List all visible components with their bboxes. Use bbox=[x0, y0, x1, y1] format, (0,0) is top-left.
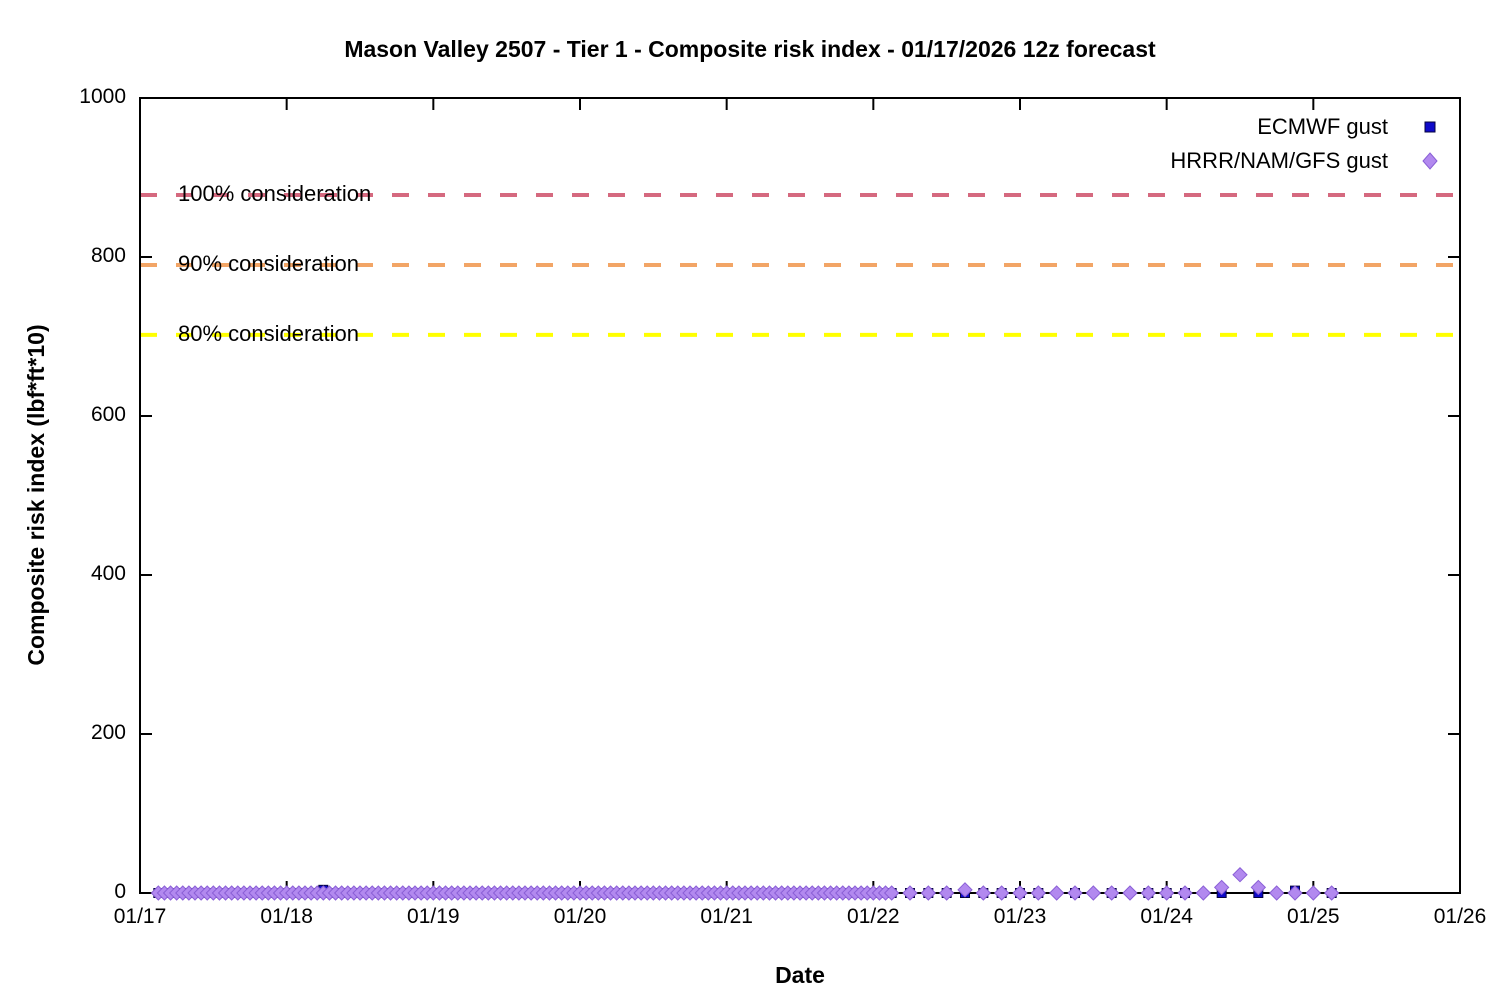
legend-label: HRRR/NAM/GFS gust bbox=[1170, 147, 1388, 173]
data-point-diamond bbox=[938, 885, 955, 901]
data-point-diamond bbox=[920, 885, 937, 901]
x-tick-label: 01/17 bbox=[113, 905, 167, 928]
x-tick-label: 01/23 bbox=[993, 905, 1047, 928]
data-point-diamond bbox=[1195, 885, 1212, 901]
data-point-diamond bbox=[883, 885, 900, 901]
data-point-diamond bbox=[1250, 879, 1267, 896]
x-tick-label: 01/25 bbox=[1287, 905, 1340, 928]
data-point-diamond bbox=[1030, 885, 1047, 901]
x-axis-label: Date bbox=[775, 962, 825, 988]
y-tick-label: 1000 bbox=[79, 85, 126, 108]
data-point-diamond bbox=[1232, 867, 1248, 883]
x-tick-label: 01/26 bbox=[1433, 905, 1487, 928]
legend-label: ECMWF gust bbox=[1257, 113, 1388, 139]
y-axis-label: Composite risk index (lbf*ft*10) bbox=[23, 324, 49, 666]
data-point-diamond bbox=[1122, 885, 1138, 901]
data-point-diamond bbox=[993, 885, 1010, 901]
data-point-diamond bbox=[1067, 885, 1083, 901]
y-tick-label: 0 bbox=[114, 880, 126, 903]
x-tick-label: 01/20 bbox=[553, 905, 607, 928]
x-tick-label: 01/21 bbox=[700, 905, 753, 928]
data-point-diamond bbox=[1140, 885, 1157, 901]
x-tick-label: 01/24 bbox=[1140, 905, 1193, 928]
data-point-diamond bbox=[1177, 885, 1193, 901]
data-point-diamond bbox=[1323, 885, 1340, 901]
threshold-label: 80% consideration bbox=[178, 320, 360, 346]
data-point-diamond bbox=[1158, 885, 1175, 901]
y-tick-label: 400 bbox=[90, 562, 126, 585]
data-point-diamond bbox=[1268, 885, 1285, 901]
x-tick-label: 01/18 bbox=[260, 905, 313, 928]
data-point-diamond bbox=[1012, 885, 1028, 901]
threshold-label: 100% consideration bbox=[178, 180, 372, 206]
diamond-marker-icon bbox=[1402, 149, 1458, 173]
chart-title: Mason Valley 2507 - Tier 1 - Composite r… bbox=[344, 36, 1156, 62]
y-tick-label: 200 bbox=[90, 721, 126, 744]
y-tick-label: 600 bbox=[90, 403, 126, 426]
x-tick-label: 01/22 bbox=[847, 905, 900, 928]
plot-border bbox=[139, 97, 1461, 894]
x-tick-label: 01/19 bbox=[407, 905, 460, 928]
square-marker-icon bbox=[1402, 115, 1458, 139]
data-point-diamond bbox=[1213, 879, 1230, 896]
data-point-diamond bbox=[1305, 885, 1322, 901]
data-point-diamond bbox=[1048, 885, 1065, 901]
data-point-diamond bbox=[975, 885, 992, 901]
legend-item-hrrr-nam-gfs: HRRR/NAM/GFS gust bbox=[1170, 144, 1458, 177]
y-tick-label: 800 bbox=[90, 244, 126, 267]
legend: ECMWF gust HRRR/NAM/GFS gust bbox=[1170, 110, 1458, 177]
data-point-diamond bbox=[1287, 885, 1303, 901]
data-point-diamond bbox=[957, 882, 973, 898]
data-point-diamond bbox=[1103, 885, 1120, 901]
legend-item-ecmwf: ECMWF gust bbox=[1170, 110, 1458, 143]
data-point-diamond bbox=[1085, 885, 1102, 901]
data-point-diamond bbox=[902, 885, 918, 901]
threshold-label: 90% consideration bbox=[178, 250, 360, 276]
